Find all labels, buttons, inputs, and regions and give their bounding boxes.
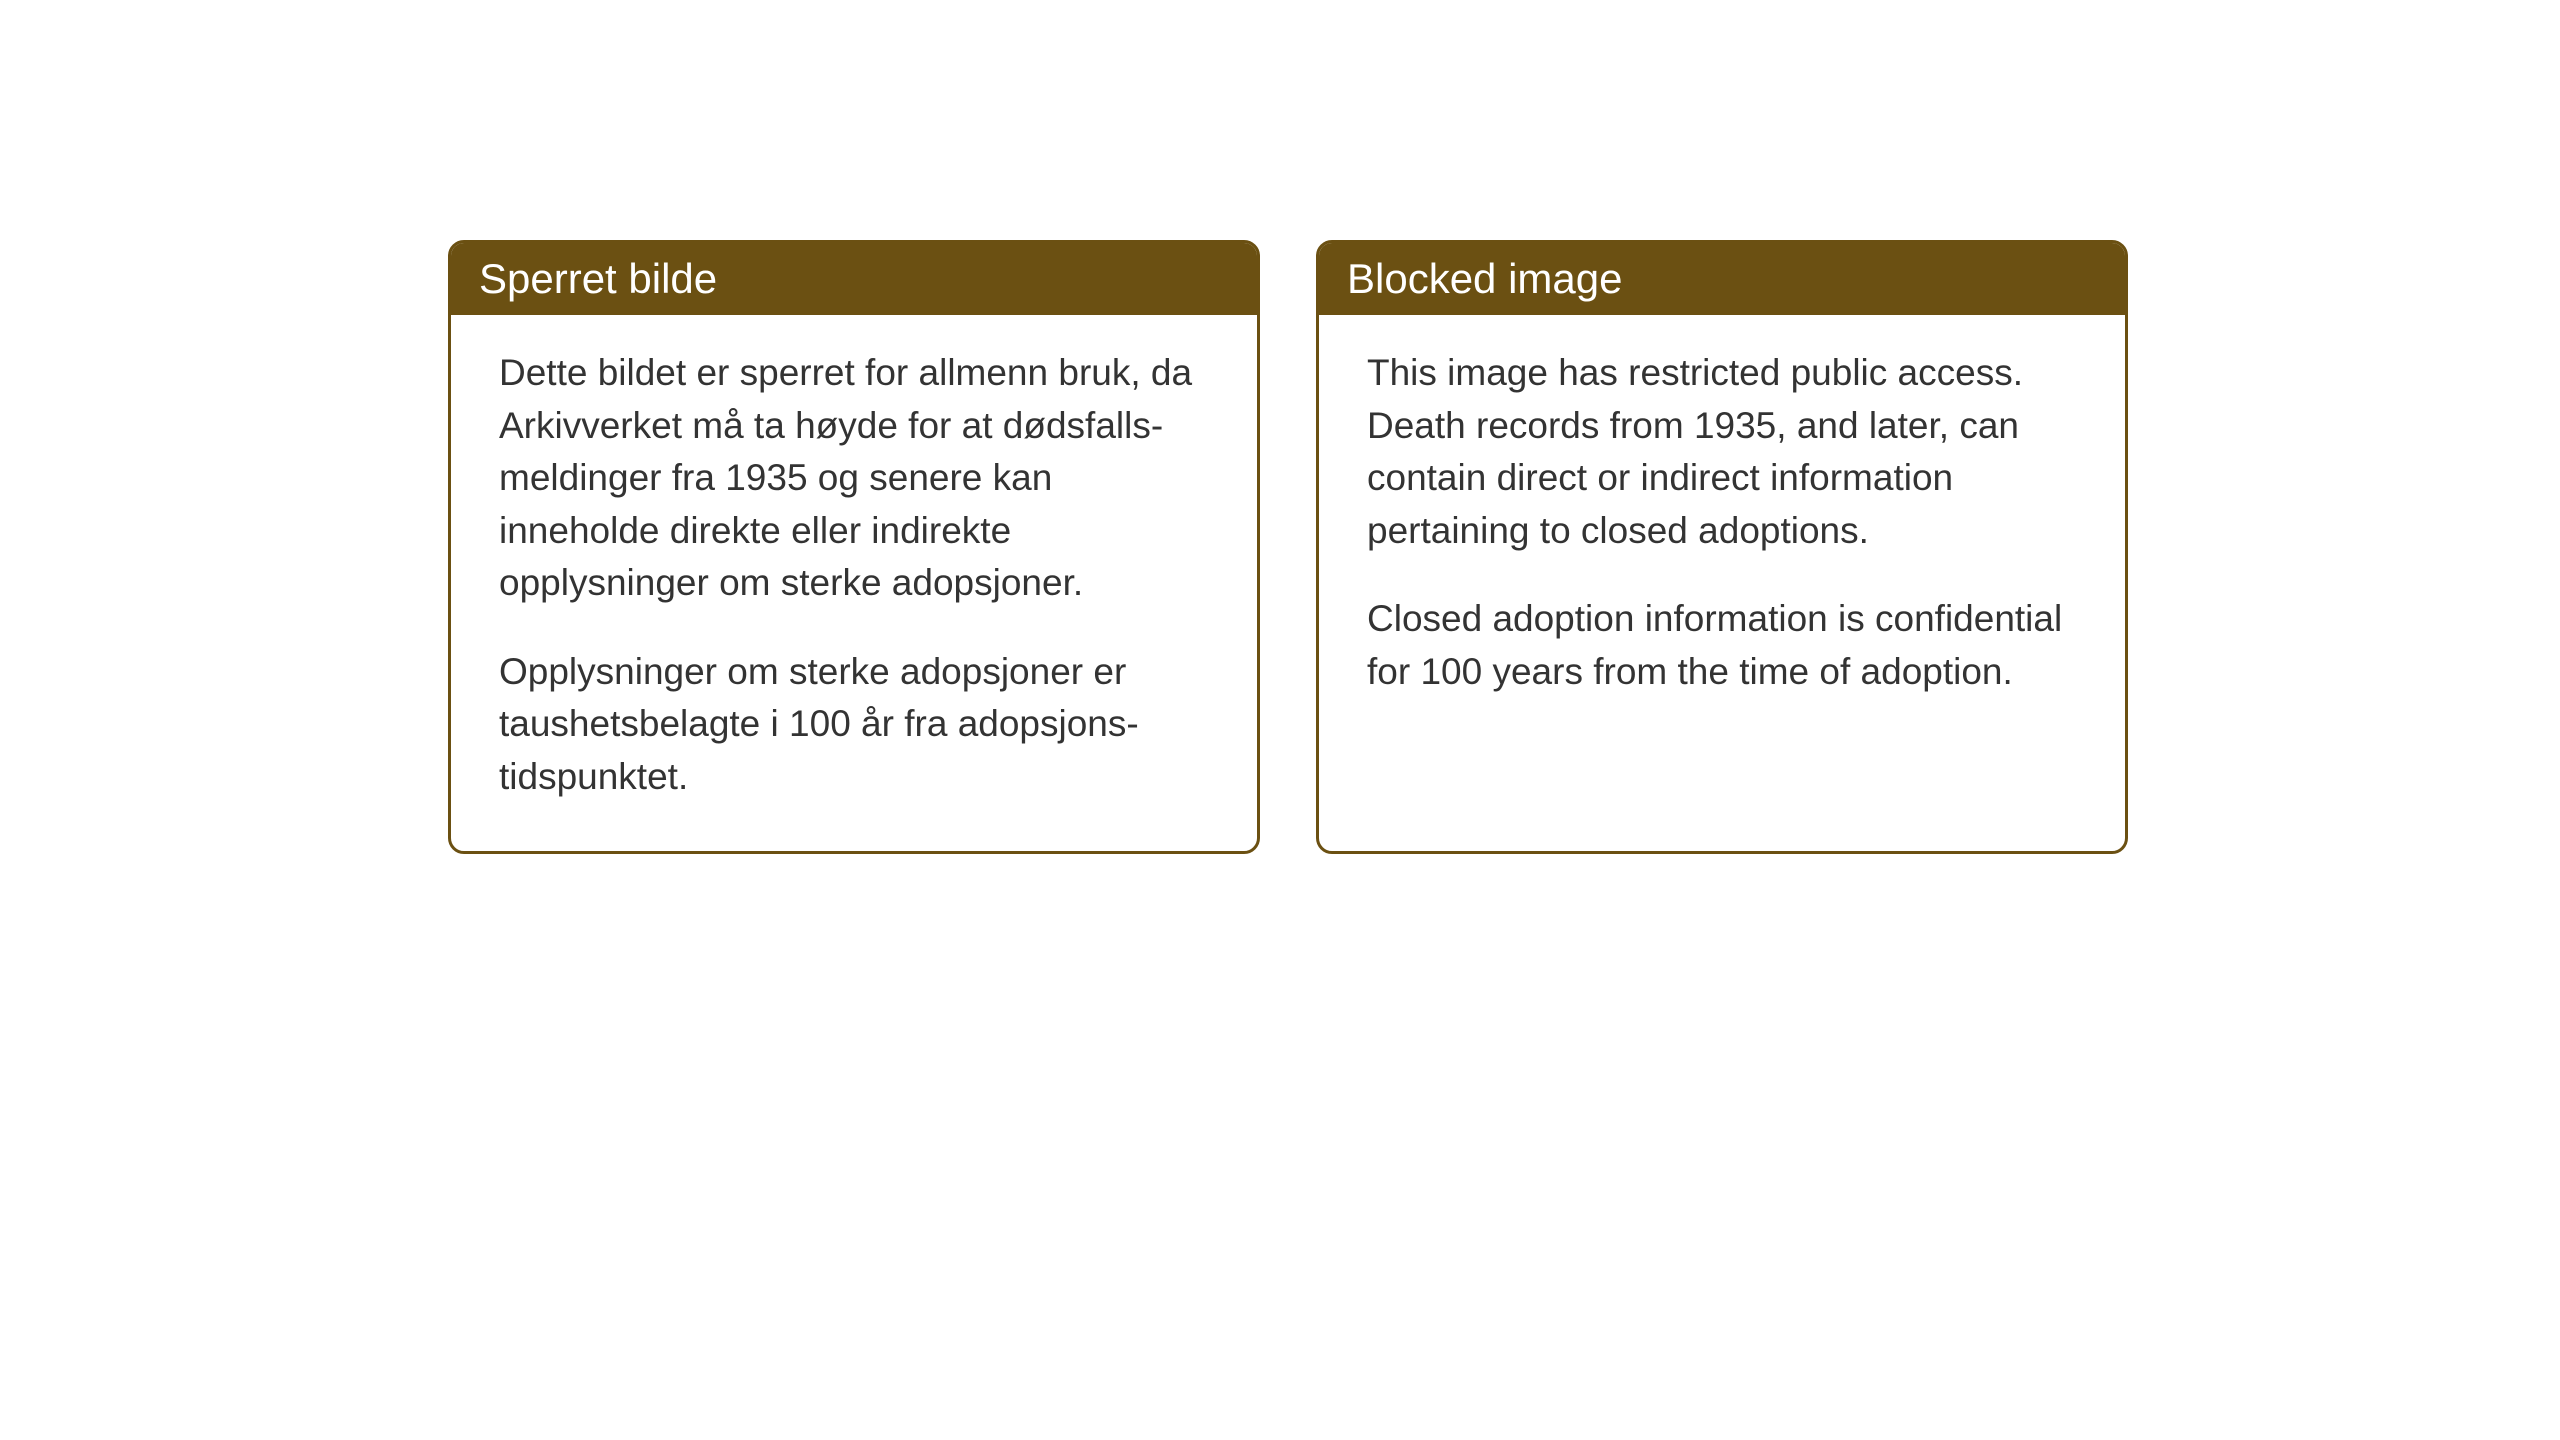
english-paragraph-2: Closed adoption information is confident… <box>1367 593 2077 698</box>
norwegian-card-header: Sperret bilde <box>451 243 1257 315</box>
norwegian-paragraph-2: Opplysninger om sterke adopsjoner er tau… <box>499 646 1209 804</box>
english-card-body: This image has restricted public access.… <box>1319 315 2125 746</box>
notice-cards-container: Sperret bilde Dette bildet er sperret fo… <box>448 240 2128 854</box>
english-card-header: Blocked image <box>1319 243 2125 315</box>
norwegian-card-body: Dette bildet er sperret for allmenn bruk… <box>451 315 1257 851</box>
english-paragraph-1: This image has restricted public access.… <box>1367 347 2077 557</box>
norwegian-notice-card: Sperret bilde Dette bildet er sperret fo… <box>448 240 1260 854</box>
norwegian-paragraph-1: Dette bildet er sperret for allmenn bruk… <box>499 347 1209 610</box>
english-notice-card: Blocked image This image has restricted … <box>1316 240 2128 854</box>
